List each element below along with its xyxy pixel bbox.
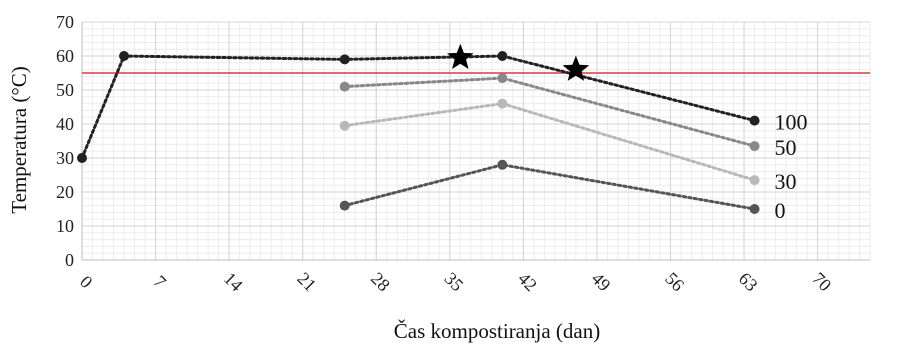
y-tick-label: 40 [56, 114, 74, 134]
y-tick-label: 20 [56, 182, 74, 202]
series-100 [77, 51, 760, 163]
x-tick-label: 14 [220, 268, 247, 295]
y-tick-label: 0 [65, 250, 74, 270]
data-point [497, 159, 508, 170]
star-marker [447, 43, 474, 70]
star-marker [562, 55, 590, 81]
data-point [77, 153, 87, 163]
series-line [343, 76, 757, 148]
data-point [749, 204, 760, 214]
data-point [497, 73, 508, 84]
data-point [749, 115, 760, 126]
series-label: 50 [775, 135, 797, 160]
minor-grid [81, 21, 871, 261]
series-30 [339, 98, 760, 186]
y-tick-label: 60 [56, 46, 74, 66]
series-line [343, 102, 757, 182]
x-tick-label: 49 [588, 268, 615, 295]
y-tick-label: 30 [56, 148, 74, 168]
x-tick-label: 63 [735, 268, 762, 295]
x-tick-label: 42 [514, 268, 541, 295]
series-0 [339, 159, 760, 214]
data-point [497, 98, 508, 109]
x-tick-label: 7 [150, 272, 171, 293]
y-tick-label: 70 [56, 12, 74, 32]
y-tick-label: 50 [56, 80, 74, 100]
data-point [119, 51, 130, 61]
data-point [339, 54, 350, 65]
data-point [339, 81, 350, 92]
markers-layer [447, 43, 590, 81]
series-50 [339, 73, 760, 152]
series-label: 0 [775, 198, 786, 223]
x-tick-label: 35 [441, 268, 468, 295]
x-tick-label: 0 [76, 272, 97, 293]
x-axis-title: Čas kompostiranja (dan) [394, 319, 600, 343]
y-axis-title: Temperatura (°C) [7, 66, 31, 213]
x-tick-label: 28 [367, 268, 394, 295]
series-layer [77, 51, 760, 214]
series-label: 100 [775, 110, 808, 135]
x-tick-label: 56 [661, 268, 688, 295]
x-tick-label: 70 [808, 268, 835, 295]
data-point [497, 51, 508, 61]
data-point [339, 200, 350, 211]
data-point [749, 141, 760, 152]
y-tick-label: 10 [56, 216, 74, 236]
series-label: 30 [775, 169, 797, 194]
x-tick-label: 21 [293, 268, 320, 295]
data-point [749, 175, 760, 186]
data-point [339, 120, 350, 131]
